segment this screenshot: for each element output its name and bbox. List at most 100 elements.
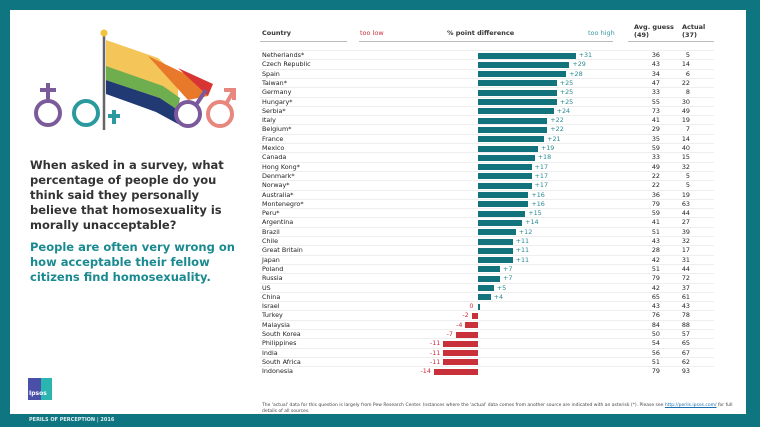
header-avg: Avg. guess <box>634 23 674 31</box>
avg-guess-value: 79 <box>651 199 660 208</box>
actual-value: 6 <box>685 69 690 78</box>
row-divider <box>260 329 714 330</box>
data-label: +22 <box>550 125 564 134</box>
bar <box>478 164 532 171</box>
avg-guess-value: 65 <box>651 292 660 301</box>
row-divider <box>260 310 714 312</box>
data-label: +17 <box>534 181 549 190</box>
actual-value: 44 <box>681 264 690 273</box>
avg-guess-value: 54 <box>651 339 660 348</box>
avg-guess-value: 51 <box>651 264 660 273</box>
header-too-high: too high <box>588 29 615 37</box>
country-label: South Africa <box>262 357 301 366</box>
bar <box>478 126 548 133</box>
row-divider <box>260 170 714 172</box>
country-label: Montenegro* <box>262 199 304 208</box>
sources-link[interactable]: http://perils.ipsos.com/ <box>664 403 717 408</box>
actual-value: 93 <box>681 367 690 376</box>
avg-guess-value: 51 <box>651 357 660 366</box>
actual-value: 44 <box>681 209 690 218</box>
row-divider <box>260 96 714 98</box>
actual-value: 65 <box>681 339 690 348</box>
header-actual: Actual <box>682 23 706 31</box>
actual-value: 43 <box>681 302 690 311</box>
actual-value: 22 <box>681 78 690 87</box>
actual-value: 32 <box>681 162 690 171</box>
actual-value: 5 <box>685 51 690 59</box>
survey-question: When asked in a survey, what percentage … <box>30 158 224 232</box>
actual-value: 30 <box>681 97 690 106</box>
avg-guess-value: 59 <box>651 209 660 218</box>
bar <box>433 368 478 375</box>
note-text: The 'actual' data for this question is l… <box>262 403 665 408</box>
country-label: France <box>262 134 284 143</box>
row-divider <box>260 254 714 256</box>
country-label: South Korea <box>262 330 301 338</box>
data-label: +18 <box>537 153 552 162</box>
mars-pink-symbol-icon <box>206 88 236 128</box>
country-label: Russia <box>262 274 283 283</box>
actual-value: 7 <box>685 125 690 134</box>
bar <box>478 52 576 59</box>
avg-guess-value: 42 <box>651 255 660 264</box>
bar <box>478 173 532 180</box>
source-note: The 'actual' data for this question is l… <box>262 403 742 415</box>
actual-value: 15 <box>681 153 690 162</box>
bar <box>478 303 480 310</box>
avg-guess-value: 55 <box>651 97 660 106</box>
data-label: +25 <box>559 78 574 87</box>
data-label: +4 <box>493 292 504 301</box>
actual-value: 19 <box>681 190 690 199</box>
country-label: Turkey <box>262 311 283 320</box>
avg-guess-value: 84 <box>651 320 660 329</box>
row-divider <box>260 115 714 117</box>
bar <box>478 257 513 264</box>
header-country: Country <box>262 29 292 37</box>
row-divider <box>260 87 714 89</box>
data-label: -7 <box>446 330 453 338</box>
bar <box>443 340 478 347</box>
data-label: +19 <box>540 144 555 152</box>
key-finding: People are often very wrong on how accep… <box>30 240 235 284</box>
data-label: -4 <box>456 320 463 329</box>
country-label: Great Britain <box>262 246 303 255</box>
bar <box>471 312 478 319</box>
country-label: Philippines <box>262 339 297 348</box>
country-label: Czech Republic <box>262 60 311 69</box>
data-label: +25 <box>559 88 574 97</box>
country-label: Hong Kong* <box>262 162 300 171</box>
actual-value: 63 <box>681 199 690 208</box>
country-label: Peru* <box>262 209 280 218</box>
data-label: +7 <box>503 264 513 273</box>
avg-guess-value: 28 <box>651 246 660 255</box>
avg-guess-value: 33 <box>651 153 660 162</box>
bar <box>455 331 478 338</box>
row-divider <box>260 143 714 144</box>
header-diff: % point difference <box>447 29 515 37</box>
bar <box>478 145 538 152</box>
bar <box>478 71 567 78</box>
row-divider <box>260 291 714 293</box>
data-label: +24 <box>556 106 571 115</box>
avg-guess-value: 29 <box>651 125 660 134</box>
country-label: Serbia* <box>262 106 286 115</box>
avg-guess-value: 36 <box>651 51 660 59</box>
country-label: Australia* <box>262 190 294 199</box>
data-label: +21 <box>547 134 561 143</box>
avg-guess-value: 59 <box>651 144 660 152</box>
actual-value: 27 <box>681 218 690 227</box>
avg-guess-value: 47 <box>651 78 660 87</box>
mars-symbol-icon <box>174 88 208 128</box>
data-label: -2 <box>462 311 469 320</box>
data-label: +11 <box>515 255 530 264</box>
actual-value: 67 <box>681 348 690 357</box>
avg-guess-value: 76 <box>651 311 660 320</box>
footer-text: PERILS OF PERCEPTION | 2016 <box>29 417 115 423</box>
avg-guess-value: 41 <box>651 116 660 125</box>
actual-value: 31 <box>681 255 690 264</box>
data-label: +16 <box>531 190 545 199</box>
country-label: Brazil <box>262 227 280 236</box>
row-divider <box>260 161 714 163</box>
bar <box>443 350 478 357</box>
row-divider <box>260 59 714 61</box>
